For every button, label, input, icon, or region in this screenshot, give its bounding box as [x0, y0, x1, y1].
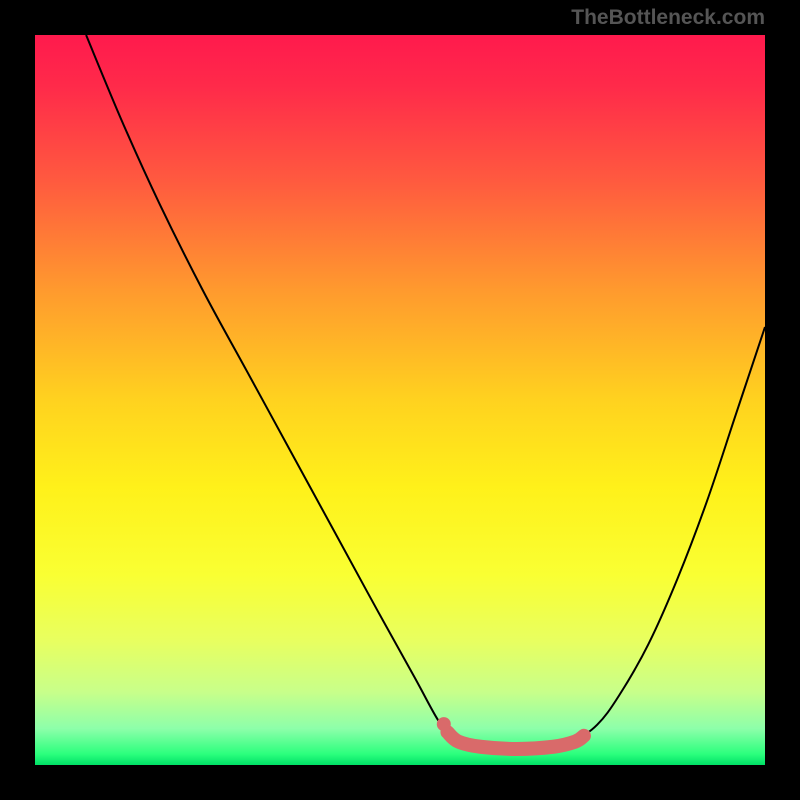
chart-frame: TheBottleneck.com [0, 0, 800, 800]
bottleneck-chart [35, 35, 765, 765]
gradient-background [35, 35, 765, 765]
watermark-text: TheBottleneck.com [571, 6, 765, 30]
highlight-dot [437, 717, 451, 731]
plot-area [35, 35, 765, 765]
